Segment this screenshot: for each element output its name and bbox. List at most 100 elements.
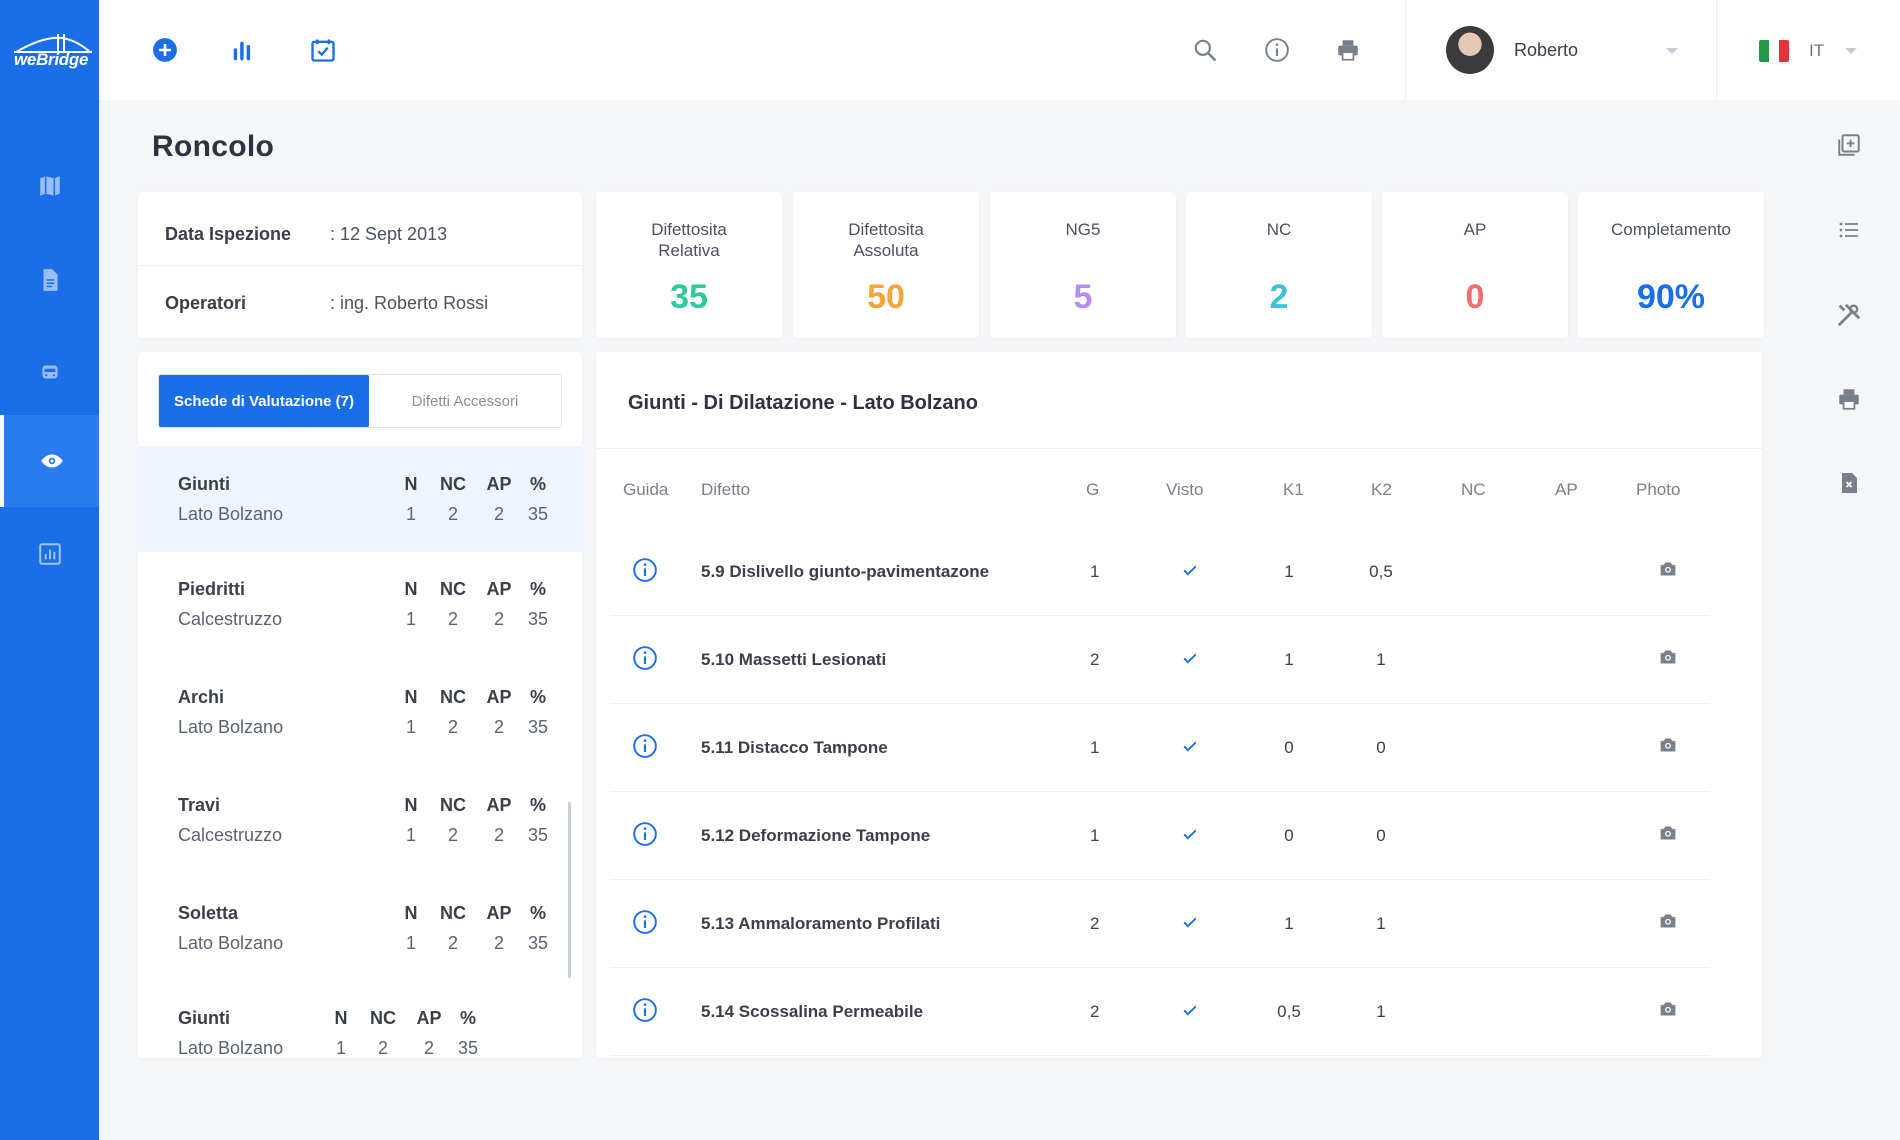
italy-flag-icon[interactable] [1759, 40, 1789, 62]
table-row[interactable]: 5.14 Scossalina Permeabile 2 0,5 1 [596, 968, 1762, 1056]
list-item-value: 35 [527, 933, 549, 953]
list-item-title: Travi [178, 795, 221, 815]
list-item-value: 1 [405, 825, 416, 845]
print-icon [1338, 40, 1358, 61]
train-icon [41, 365, 58, 379]
defect-name: 5.9 Dislivello giunto-pavimentazone [701, 562, 990, 581]
list-item-value: 2 [447, 504, 458, 524]
list-item-column-header: NC [440, 687, 466, 707]
stat-label: Difettosita Relativa [651, 220, 727, 260]
user-name[interactable]: Roberto [1514, 40, 1579, 60]
tab-difetti-accessori[interactable]: Difetti Accessori [411, 392, 519, 410]
rail-delete-file[interactable] [1834, 468, 1864, 498]
tab-schede-di-valutazione[interactable]: Schede di Valutazione (7) [159, 375, 369, 427]
camera-icon[interactable] [1658, 912, 1678, 930]
info-icon[interactable] [632, 645, 658, 671]
table-row[interactable]: 5.9 Dislivello giunto-pavimentazone 1 1 0,5 [596, 528, 1762, 616]
list-item-column-header: % [459, 1008, 476, 1028]
stat-label: Completamento [1610, 220, 1731, 239]
camera-icon[interactable] [1658, 824, 1678, 842]
list-item-column-header: % [529, 474, 546, 494]
divider [138, 265, 582, 266]
check-icon[interactable] [1180, 824, 1200, 844]
cell-g: 2 [1090, 650, 1100, 669]
list-item-column-header: NC [440, 903, 466, 923]
table-row[interactable]: 5.13 Ammaloramento Profilati 2 1 1 [596, 880, 1762, 968]
check-icon[interactable] [1180, 912, 1200, 932]
info-value: : 12 Sept 2013 [330, 224, 448, 244]
list-item[interactable]: Piedritti Calcestruzzo N 1 NC 2 AP 2% 35 [138, 551, 582, 657]
list-item[interactable]: Soletta Lato Bolzano N 1 NC 2 AP 2% 35 [138, 875, 582, 981]
info-icon[interactable] [632, 909, 658, 935]
info-icon[interactable] [632, 821, 658, 847]
list-item[interactable]: Giunti Lato Bolzano N 1 NC 2 AP 2% 35 [138, 980, 582, 1058]
language-code[interactable]: IT [1809, 41, 1825, 60]
defect-name: 5.13 Ammaloramento Profilati [701, 914, 941, 933]
scrollbar[interactable] [568, 802, 571, 978]
info-icon[interactable] [632, 557, 658, 583]
cell-g: 1 [1090, 562, 1100, 581]
table-row[interactable]: 5.10 Massetti Lesionati 2 1 1 [596, 616, 1762, 704]
stat-card-difettosita-relativa: Difettosita Relativa 35 [596, 192, 782, 338]
info-icon[interactable] [632, 733, 658, 759]
list-item[interactable]: Archi Lato Bolzano N 1 NC 2 AP 2% 35 [138, 659, 582, 765]
map-icon [39, 176, 60, 196]
list-item-subtitle: Lato Bolzano [178, 504, 284, 524]
table-row[interactable]: 5.12 Deformazione Tampone 1 0 0 [596, 792, 1762, 880]
check-icon[interactable] [1180, 560, 1200, 580]
info-value: : ing. Roberto Rossi [330, 293, 489, 313]
camera-icon[interactable] [1658, 1000, 1678, 1018]
cell-g: 2 [1090, 914, 1100, 933]
search-button[interactable] [1187, 32, 1223, 68]
defect-name: 5.10 Massetti Lesionati [701, 650, 887, 669]
print-button[interactable] [1330, 32, 1366, 68]
check-icon[interactable] [1180, 1000, 1200, 1020]
column-header-difetto: Difetto [701, 480, 751, 499]
add-button[interactable] [147, 32, 183, 68]
stat-value: 35 [670, 278, 708, 316]
list-item-column-header: % [529, 795, 546, 815]
chevron-down-icon[interactable] [1666, 48, 1678, 54]
sidebar-item-inspection[interactable] [0, 415, 99, 507]
camera-icon[interactable] [1658, 560, 1678, 578]
calendar-button[interactable] [305, 32, 341, 68]
cell-k1: 1 [1284, 562, 1294, 581]
stat-value: 5 [1073, 278, 1093, 316]
tab-bar: Schede di Valutazione (7) Difetti Access… [158, 374, 562, 428]
list-item-column-header: N [404, 903, 418, 923]
stat-card-nc: NC 2 [1186, 192, 1372, 338]
rail-list[interactable] [1834, 215, 1864, 245]
sidebar-item-reports[interactable] [0, 508, 99, 600]
cell-k2: 0,5 [1369, 562, 1393, 581]
statistics-button[interactable] [225, 32, 261, 68]
column-header-k1: K1 [1283, 480, 1304, 499]
defect-name: 5.11 Distacco Tampone [701, 738, 888, 757]
sidebar-item-map[interactable] [0, 140, 99, 232]
webridge-logo[interactable]: weBridge [8, 28, 92, 72]
check-icon[interactable] [1180, 736, 1200, 756]
info-button[interactable] [1259, 32, 1295, 68]
column-header-g: G [1086, 480, 1100, 499]
rail-tools[interactable] [1834, 300, 1864, 330]
rail-print[interactable] [1834, 384, 1864, 414]
divider [596, 448, 1762, 449]
divider [610, 703, 1710, 704]
list-item[interactable]: Travi Calcestruzzo N 1 NC 2 AP 2% 35 [138, 767, 582, 873]
list-item-column-header: AP [416, 1008, 442, 1028]
sidebar-item-transport[interactable] [0, 326, 99, 418]
chevron-down-icon[interactable] [1845, 48, 1857, 54]
info-icon[interactable] [632, 997, 658, 1023]
cell-k1: 0 [1284, 738, 1294, 757]
check-icon[interactable] [1180, 648, 1200, 668]
rail-add-document[interactable] [1834, 130, 1864, 160]
camera-icon[interactable] [1658, 648, 1678, 666]
divider [610, 967, 1710, 968]
calendar-check-icon [311, 39, 335, 62]
sidebar-item-documents[interactable] [0, 234, 99, 326]
avatar[interactable] [1446, 26, 1494, 74]
list-item-column-header: N [334, 1008, 348, 1028]
camera-icon[interactable] [1658, 736, 1678, 754]
table-row[interactable]: 5.11 Distacco Tampone 1 0 0 [596, 704, 1762, 792]
list-item-value: 35 [457, 1038, 479, 1058]
list-item[interactable]: Giunti Lato Bolzano N 1 NC 2 AP 2% 35 [138, 446, 582, 552]
